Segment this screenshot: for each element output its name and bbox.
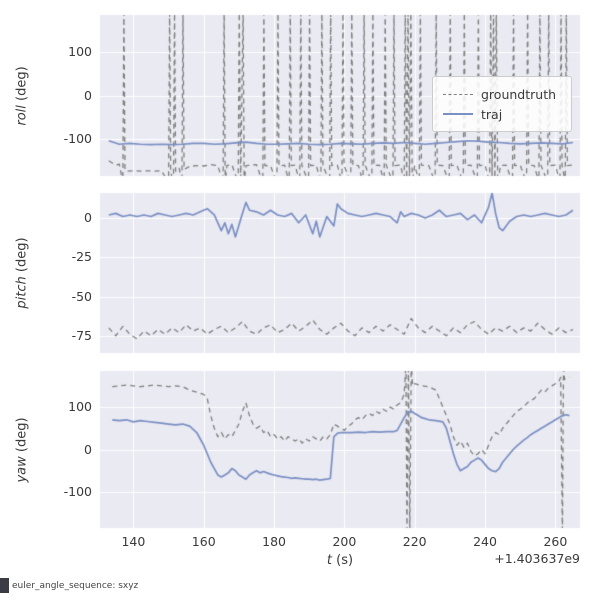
- roll-axis-label-italic: roll: [14, 105, 30, 126]
- pitch-axis-label-unit: (deg): [14, 237, 30, 277]
- x-tick-label: 180: [262, 534, 286, 549]
- x-axis-label-unit: (s): [332, 553, 354, 568]
- yaw-axis-label: yaw (deg): [15, 417, 30, 482]
- y-tick-label-pitch: -50: [71, 288, 92, 304]
- y-tick-label-roll: 0: [84, 87, 92, 103]
- y-tick-label-pitch: 0: [84, 210, 92, 226]
- pitch-axis-label-italic: pitch: [14, 276, 30, 309]
- x-tick-label: 140: [121, 534, 146, 549]
- euler-sequence-note: euler_angle_sequence: sxyz: [12, 581, 139, 591]
- x-tick-label: 260: [543, 534, 568, 549]
- y-tick-label-yaw: 100: [68, 399, 92, 415]
- y-tick-label-yaw: 0: [84, 441, 92, 457]
- legend-label-groundtruth: groundtruth: [481, 86, 557, 102]
- y-tick-label-pitch: -75: [71, 327, 92, 343]
- legend-entry-groundtruth: groundtruth: [443, 84, 561, 104]
- x-tick-label: 160: [191, 534, 216, 549]
- legend: groundtruth traj: [432, 76, 572, 132]
- x-tick-label: 200: [332, 534, 357, 549]
- legend-entry-traj: traj: [443, 104, 561, 124]
- x-axis-offset-text: +1.403637e9: [494, 551, 580, 566]
- x-axis-label-italic: t: [326, 553, 333, 568]
- roll-axis-label-unit: (deg): [14, 66, 30, 106]
- roll-axis-label: roll (deg): [15, 66, 30, 125]
- groundtruth-line-sample-icon: [443, 93, 473, 95]
- pitch-axis-label: pitch (deg): [15, 237, 30, 308]
- y-tick-label-pitch: -25: [71, 249, 92, 265]
- yaw-axis-label-unit: (deg): [14, 417, 30, 457]
- traj-line-sample-icon: [443, 113, 473, 115]
- footer-marker: [0, 578, 9, 593]
- x-tick-label: 240: [473, 534, 497, 549]
- legend-label-traj: traj: [481, 106, 503, 122]
- x-tick-label: 220: [402, 534, 427, 549]
- x-axis-label: t (s): [327, 553, 353, 568]
- yaw-axis-label-italic: yaw: [14, 456, 30, 483]
- y-tick-label-roll: -100: [63, 131, 92, 146]
- y-tick-label-roll: 100: [68, 43, 92, 59]
- y-tick-label-yaw: -100: [63, 483, 92, 499]
